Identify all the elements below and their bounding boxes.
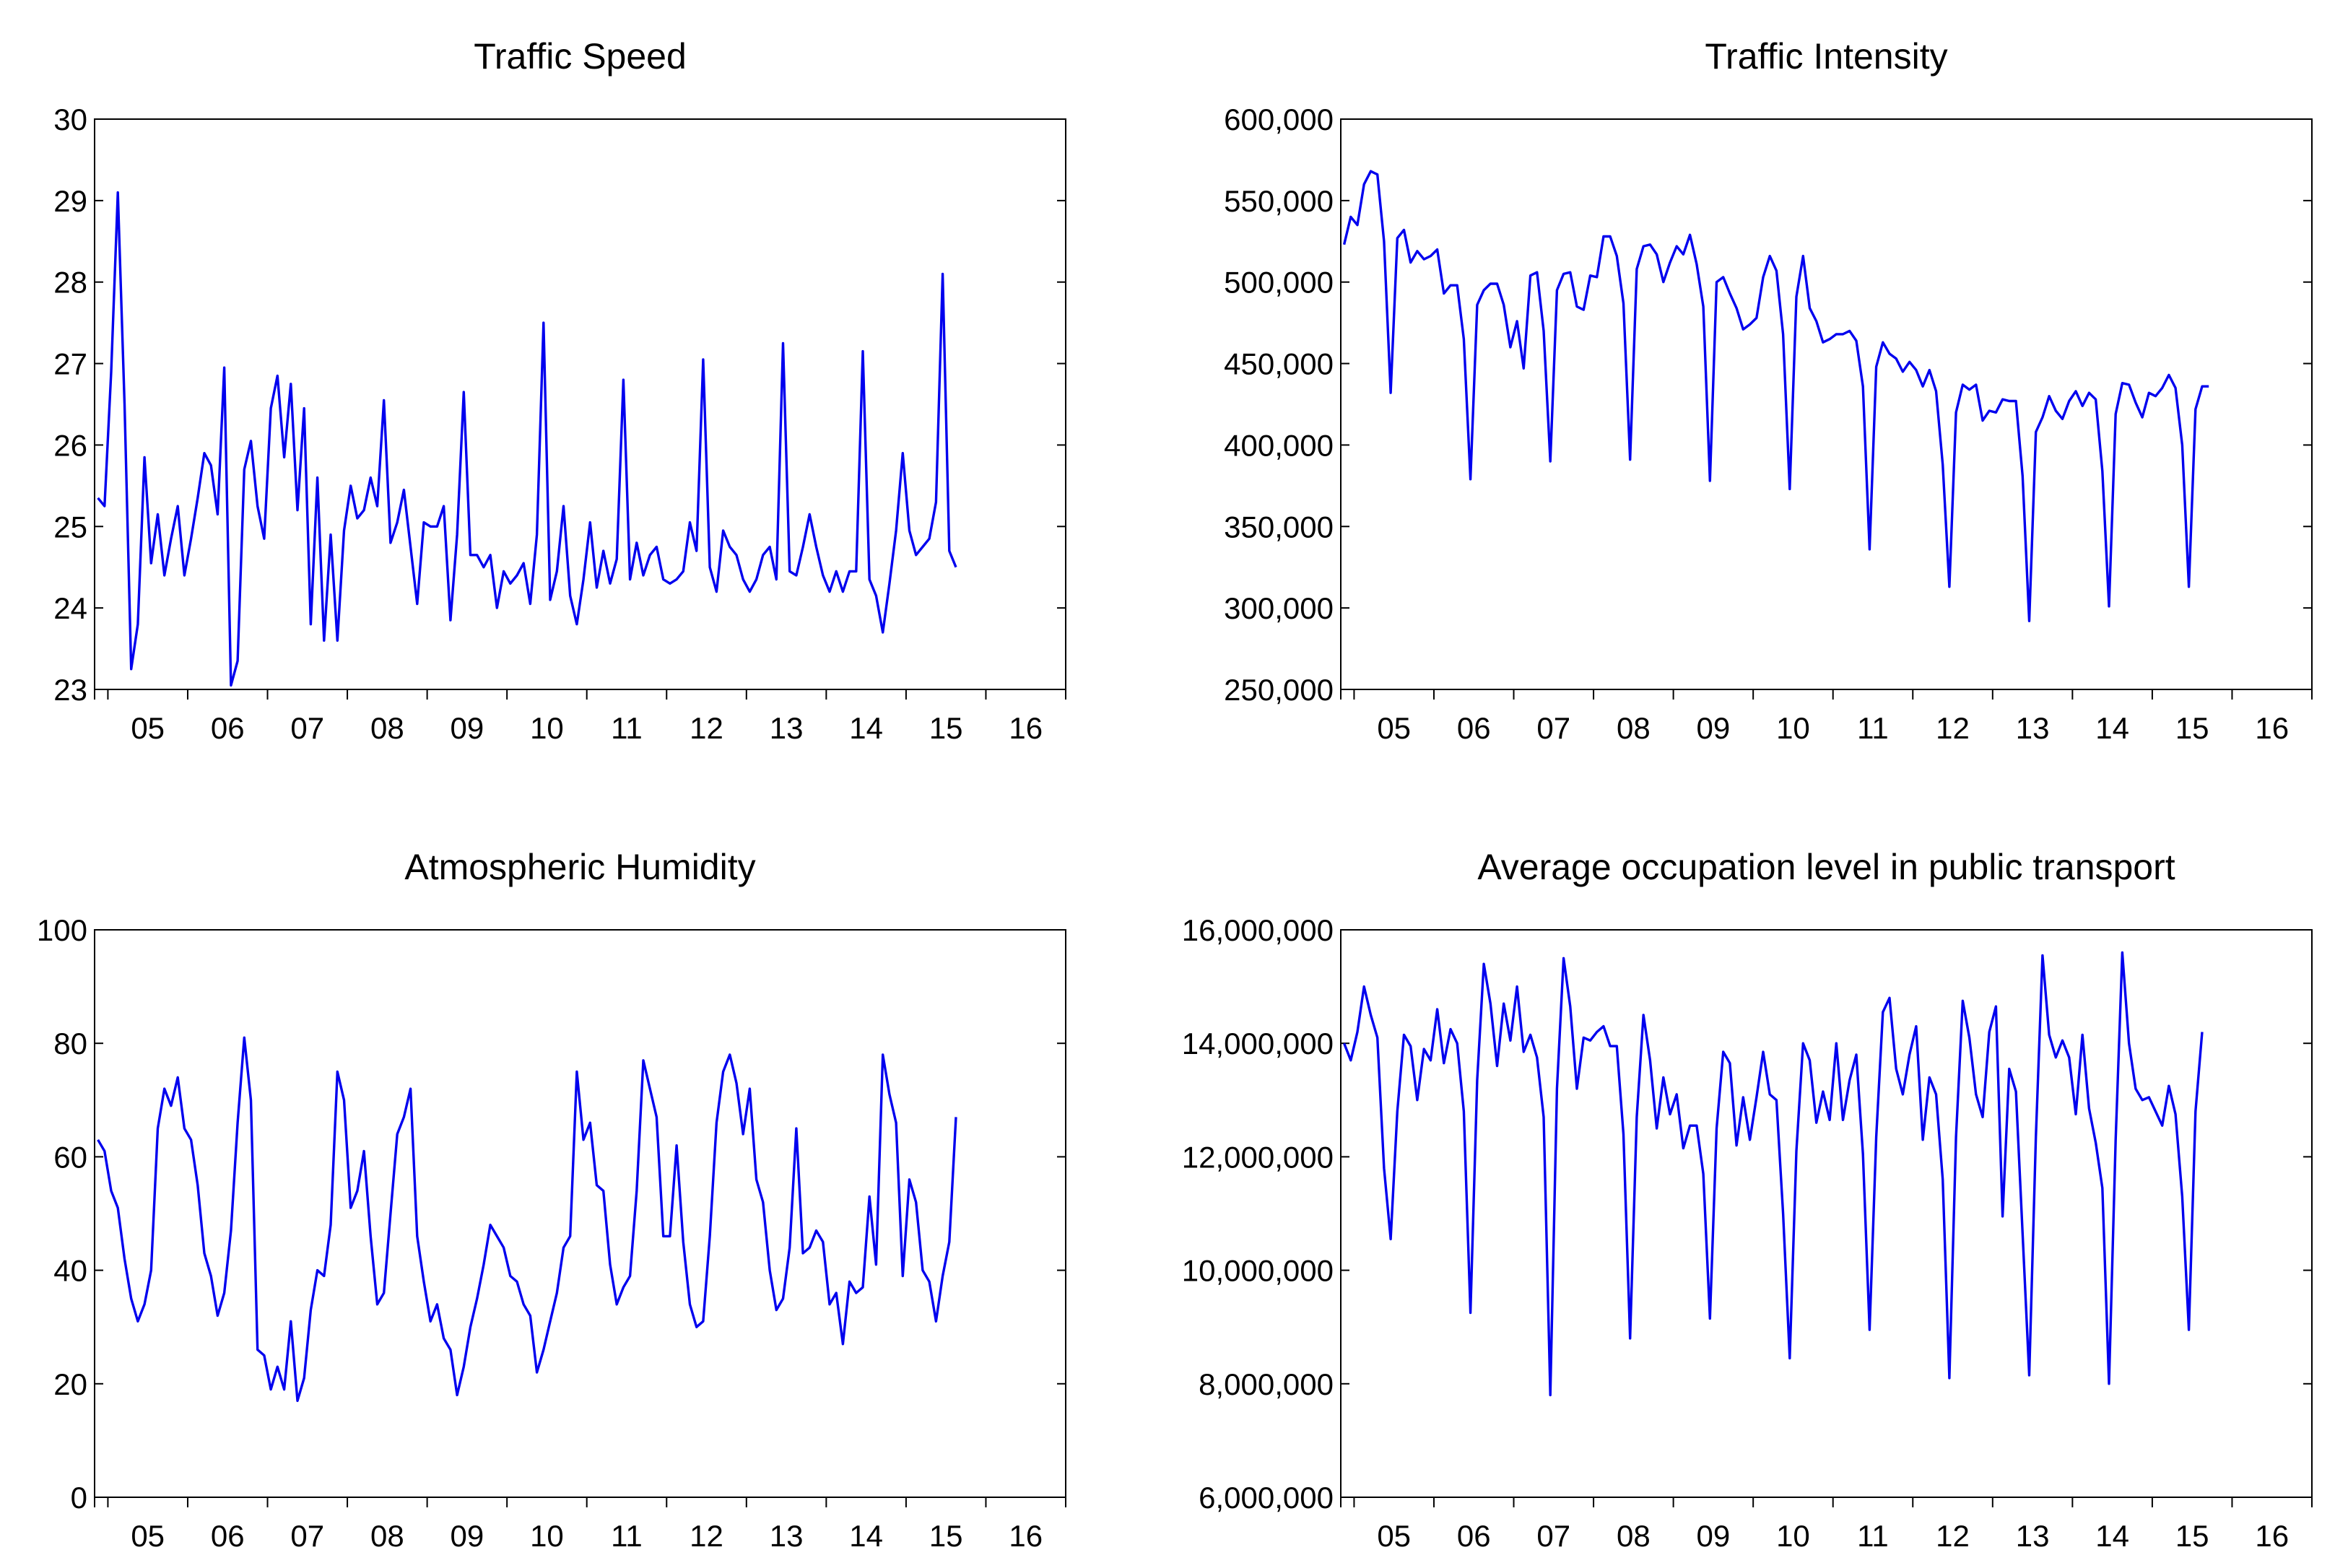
plot-frame-atmospheric-humidity [94,929,1066,1498]
x-tick-label: 09 [1697,711,1731,745]
x-tick-label: 12 [690,711,723,745]
y-tick-label: 40 [53,1254,87,1288]
y-tick-label: 26 [53,428,87,462]
x-tick-label: 10 [530,711,564,745]
x-tick-label: 05 [131,1519,165,1553]
x-tick-label: 16 [2255,711,2289,745]
y-tick-label: 24 [53,591,87,625]
chart-panel-atmospheric-humidity: Atmospheric Humidity 0 20 40 60 80 100 05 06 07 08… [37,847,1066,1553]
x-tick-label: 11 [611,1519,643,1553]
x-tick-label: 16 [2255,1519,2289,1553]
y-tick-label: 600,000 [1224,103,1334,136]
x-tick-label: 10 [530,1519,564,1553]
series-line-public-transport-occupation [1343,951,2204,1397]
y-tick-label: 350,000 [1224,510,1334,544]
y-tick-label: 25 [53,510,87,544]
x-tick-label: 15 [2175,1519,2209,1553]
x-tick-label: 14 [2095,711,2129,745]
y-tick-label: 27 [53,347,87,381]
x-tick-label: 05 [1377,1519,1411,1553]
y-tick-label: 10,000,000 [1182,1254,1334,1288]
x-tick-label: 07 [1536,1519,1570,1553]
x-tick-label: 07 [290,1519,324,1553]
y-tick-label: 29 [53,184,87,218]
series-line-traffic-intensity [1342,170,2209,622]
chart-panel-public-transport-occupation: Average occupation level in public trans… [1182,847,2313,1553]
y-tick-label: 500,000 [1224,266,1334,300]
x-tick-label: 15 [2175,711,2209,745]
x-tick-label: 13 [2016,1519,2050,1553]
x-tick-label: 05 [131,711,165,745]
y-tick-label: 550,000 [1224,184,1334,218]
x-tick-label: 14 [849,1519,883,1553]
x-tick-label: 11 [1857,711,1889,745]
plot-frame-traffic-intensity [1340,118,2313,690]
y-tick-label: 28 [53,266,87,300]
x-tick-label: 05 [1377,711,1411,745]
x-tick-label: 10 [1776,1519,1810,1553]
series-line-atmospheric-humidity [97,1036,957,1403]
y-tick-label: 6,000,000 [1199,1481,1334,1515]
x-tick-label: 08 [370,711,404,745]
y-tick-label: 250,000 [1224,673,1334,707]
x-tick-label: 08 [370,1519,404,1553]
y-tick-label: 30 [53,103,87,136]
y-tick-label: 20 [53,1367,87,1401]
y-tick-label: 400,000 [1224,428,1334,462]
x-tick-label: 13 [770,1519,804,1553]
x-tick-label: 14 [849,711,883,745]
y-tick-label: 100 [37,913,87,947]
x-tick-label: 16 [1009,1519,1043,1553]
x-tick-label: 16 [1009,711,1043,745]
chart-title-public-transport-occupation: Average occupation level in public trans… [1477,847,2175,887]
y-tick-label: 300,000 [1224,591,1334,625]
plot-frame-public-transport-occupation [1340,929,2313,1498]
x-tick-label: 12 [1936,1519,1970,1553]
chart-panel-traffic-intensity: Traffic Intensity 250,000 300,000 350,000 40… [1224,36,2313,745]
x-tick-label: 15 [929,1519,963,1553]
chart-title-atmospheric-humidity: Atmospheric Humidity [404,847,755,887]
series-line-traffic-speed [97,191,957,687]
y-tick-label: 80 [53,1027,87,1060]
x-tick-label: 06 [211,1519,245,1553]
x-tick-label: 12 [1936,711,1970,745]
x-tick-label: 10 [1776,711,1810,745]
x-tick-label: 14 [2095,1519,2129,1553]
x-tick-label: 08 [1617,711,1651,745]
x-tick-label: 09 [1697,1519,1731,1553]
x-tick-label: 13 [770,711,804,745]
x-tick-label: 06 [211,711,245,745]
x-tick-label: 06 [1457,711,1491,745]
x-tick-label: 07 [1536,711,1570,745]
chart-panel-traffic-speed: Traffic Speed 23 24 25 26 27 28 29 30 05 06 07 08 09 1… [53,36,1066,745]
y-tick-label: 450,000 [1224,347,1334,381]
x-tick-label: 07 [290,711,324,745]
y-tick-label: 8,000,000 [1199,1367,1334,1401]
y-tick-label: 0 [71,1481,87,1515]
x-tick-label: 11 [611,711,643,745]
y-tick-label: 14,000,000 [1182,1027,1334,1060]
x-tick-label: 13 [2016,711,2050,745]
y-tick-label: 23 [53,673,87,707]
x-tick-label: 08 [1617,1519,1651,1553]
y-tick-label: 16,000,000 [1182,913,1334,947]
y-tick-label: 60 [53,1140,87,1174]
x-tick-label: 09 [451,711,484,745]
x-tick-label: 15 [929,711,963,745]
y-tick-label: 12,000,000 [1182,1140,1334,1174]
x-tick-label: 12 [690,1519,723,1553]
x-tick-label: 11 [1857,1519,1889,1553]
x-tick-label: 06 [1457,1519,1491,1553]
chart-title-traffic-speed: Traffic Speed [474,36,687,77]
x-tick-label: 09 [451,1519,484,1553]
chart-title-traffic-intensity: Traffic Intensity [1705,36,1947,77]
